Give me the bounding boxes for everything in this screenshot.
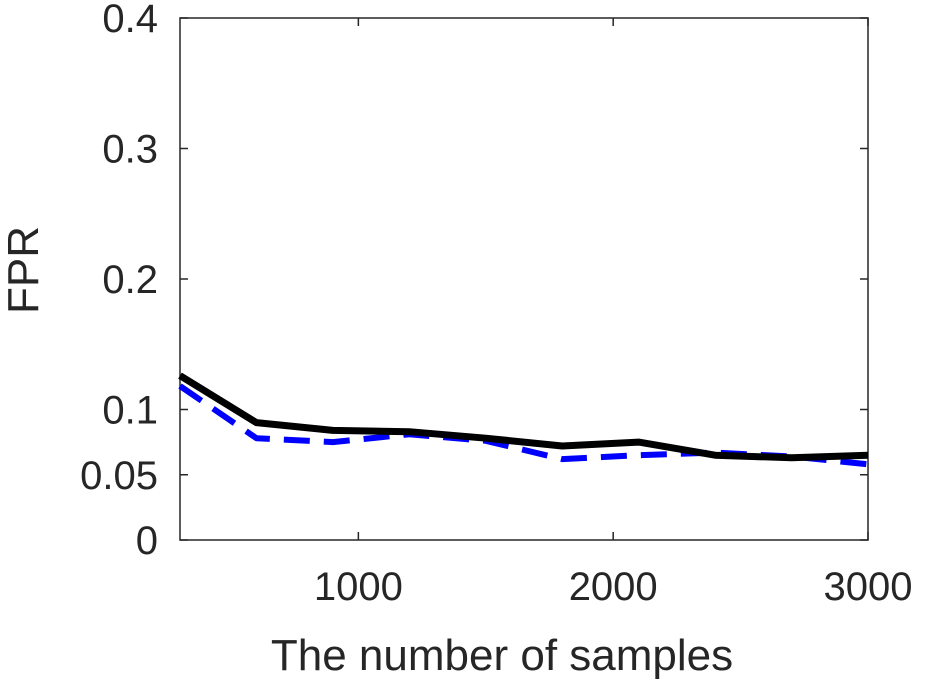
y-axis-label: FPR <box>0 226 48 314</box>
x-tick-label: 2000 <box>569 565 658 609</box>
axis-ticks <box>180 17 869 541</box>
series-line-solid <box>178 372 869 462</box>
x-tick-label: 1000 <box>314 565 403 609</box>
plot-area <box>179 17 869 541</box>
x-axis-label: The number of samples <box>271 631 733 680</box>
tick-labels: 0 0.05 0.1 0.2 0.3 0.4 1000 2000 3000 <box>80 0 912 609</box>
y-tick-label: 0.2 <box>102 258 158 302</box>
x-tick-label: 3000 <box>824 565 913 609</box>
series-line-dashed <box>178 383 869 468</box>
y-tick-label: 0 <box>136 519 158 563</box>
y-tick-label: 0.3 <box>102 128 158 172</box>
y-tick-label: 0.05 <box>80 454 158 498</box>
y-tick-label: 0.1 <box>102 389 158 433</box>
series-group <box>178 372 869 468</box>
y-tick-label: 0.4 <box>102 0 158 41</box>
